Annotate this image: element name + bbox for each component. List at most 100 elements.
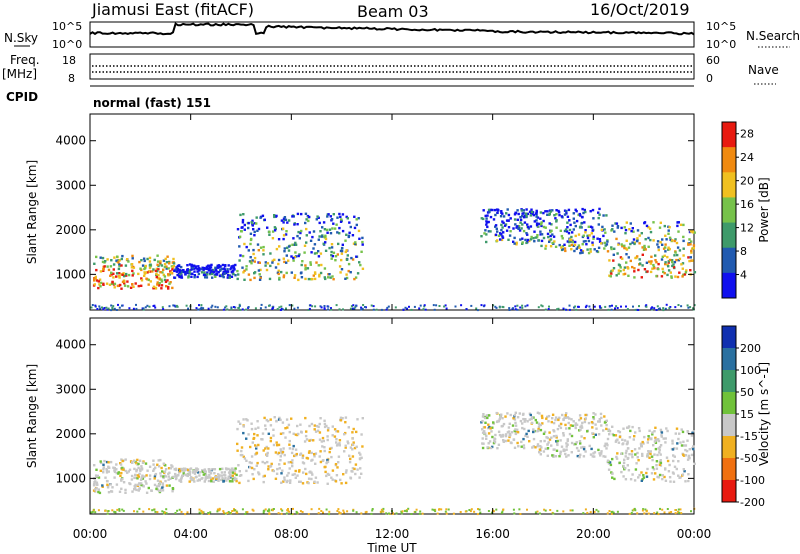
echo-cell (664, 234, 667, 237)
echo-cell (629, 478, 633, 481)
echo-cell (94, 277, 97, 280)
echo-cell (547, 420, 550, 423)
echo-cell (531, 416, 534, 419)
echo-cell (423, 304, 426, 307)
echo-cell (214, 275, 217, 278)
echo-cell (188, 271, 191, 274)
echo-cell (222, 510, 225, 513)
echo-cell (591, 226, 594, 229)
echo-cell (690, 453, 694, 457)
echo-cell (93, 283, 96, 286)
echo-cell (415, 508, 418, 511)
echo-cell (313, 277, 317, 281)
echo-cell (553, 214, 556, 217)
echo-cell (152, 287, 155, 290)
echo-cell (110, 304, 113, 307)
echo-cell (105, 469, 109, 472)
echo-cell (499, 238, 502, 241)
echo-cell (666, 459, 670, 463)
echo-cell (638, 447, 641, 450)
echo-cell (624, 452, 628, 455)
echo-cell (234, 467, 237, 470)
echo-cell (317, 255, 321, 258)
echo-cell (296, 474, 299, 477)
echo-cell (655, 309, 658, 311)
echo-cell (540, 414, 544, 418)
echo-cell (313, 424, 316, 427)
echo-cell (268, 230, 271, 234)
echo-cell (517, 224, 521, 228)
echo-cell (299, 423, 302, 426)
echo-cell (233, 268, 236, 271)
echo-cell (682, 254, 685, 257)
freq-tick-top: 18 (62, 54, 76, 67)
echo-cell (191, 266, 194, 270)
echo-cell (584, 306, 587, 309)
echo-cell (201, 469, 204, 472)
echo-cell (327, 305, 330, 308)
echo-cell (252, 436, 256, 440)
echo-cell (677, 474, 680, 477)
echo-cell (133, 487, 137, 490)
echo-cell (231, 270, 234, 274)
echo-cell (578, 418, 581, 422)
echo-cell (224, 270, 228, 273)
echo-cell (406, 307, 408, 310)
echo-cell (496, 208, 500, 211)
echo-cell (176, 268, 179, 271)
echo-cell (361, 445, 364, 448)
echo-cell (611, 476, 614, 479)
echo-cell (656, 511, 659, 514)
echo-cell (167, 478, 170, 481)
echo-cell (667, 265, 670, 268)
echo-cell (206, 476, 209, 480)
echo-cell (670, 511, 673, 513)
echo-cell (167, 285, 170, 289)
echo-cell (233, 478, 236, 482)
echo-cell (291, 459, 294, 462)
echo-cell (622, 442, 625, 445)
echo-cell (325, 424, 328, 428)
echo-cell (638, 305, 640, 308)
echo-cell (364, 306, 366, 308)
echo-cell (278, 306, 281, 309)
echo-cell (119, 463, 123, 466)
echo-cell (254, 307, 257, 310)
echo-cell (204, 267, 207, 270)
echo-cell (544, 210, 547, 213)
echo-cell (222, 479, 225, 483)
echo-cell (157, 459, 160, 462)
echo-cell (536, 216, 540, 219)
echo-cell (259, 268, 262, 272)
echo-cell (283, 250, 286, 253)
echo-cell (281, 469, 284, 472)
echo-cell (195, 469, 199, 473)
echo-cell (236, 277, 239, 281)
echo-cell (338, 439, 342, 442)
colorbar-tick-label: 28 (740, 128, 754, 141)
echo-cell (159, 458, 162, 462)
echo-cell (488, 210, 491, 213)
echo-cell (95, 268, 98, 272)
echo-cell (286, 474, 289, 477)
echo-cell (216, 266, 220, 269)
echo-cell (602, 234, 605, 238)
echo-cell (340, 258, 343, 262)
echo-cell (137, 466, 140, 470)
echo-cell (623, 226, 626, 229)
echo-cell (247, 249, 250, 252)
echo-cell (528, 239, 531, 243)
echo-cell (525, 241, 528, 245)
echo-cell (616, 226, 619, 229)
nsearch-label: N.Search (746, 29, 800, 43)
echo-cell (334, 480, 338, 483)
echo-cell (622, 427, 625, 430)
echo-cell (156, 281, 159, 284)
echo-cell (622, 461, 626, 464)
echo-cell (282, 480, 285, 483)
echo-cell (600, 228, 603, 232)
echo-cell (323, 425, 327, 429)
echo-cell (603, 241, 606, 245)
echo-cell (650, 472, 654, 475)
